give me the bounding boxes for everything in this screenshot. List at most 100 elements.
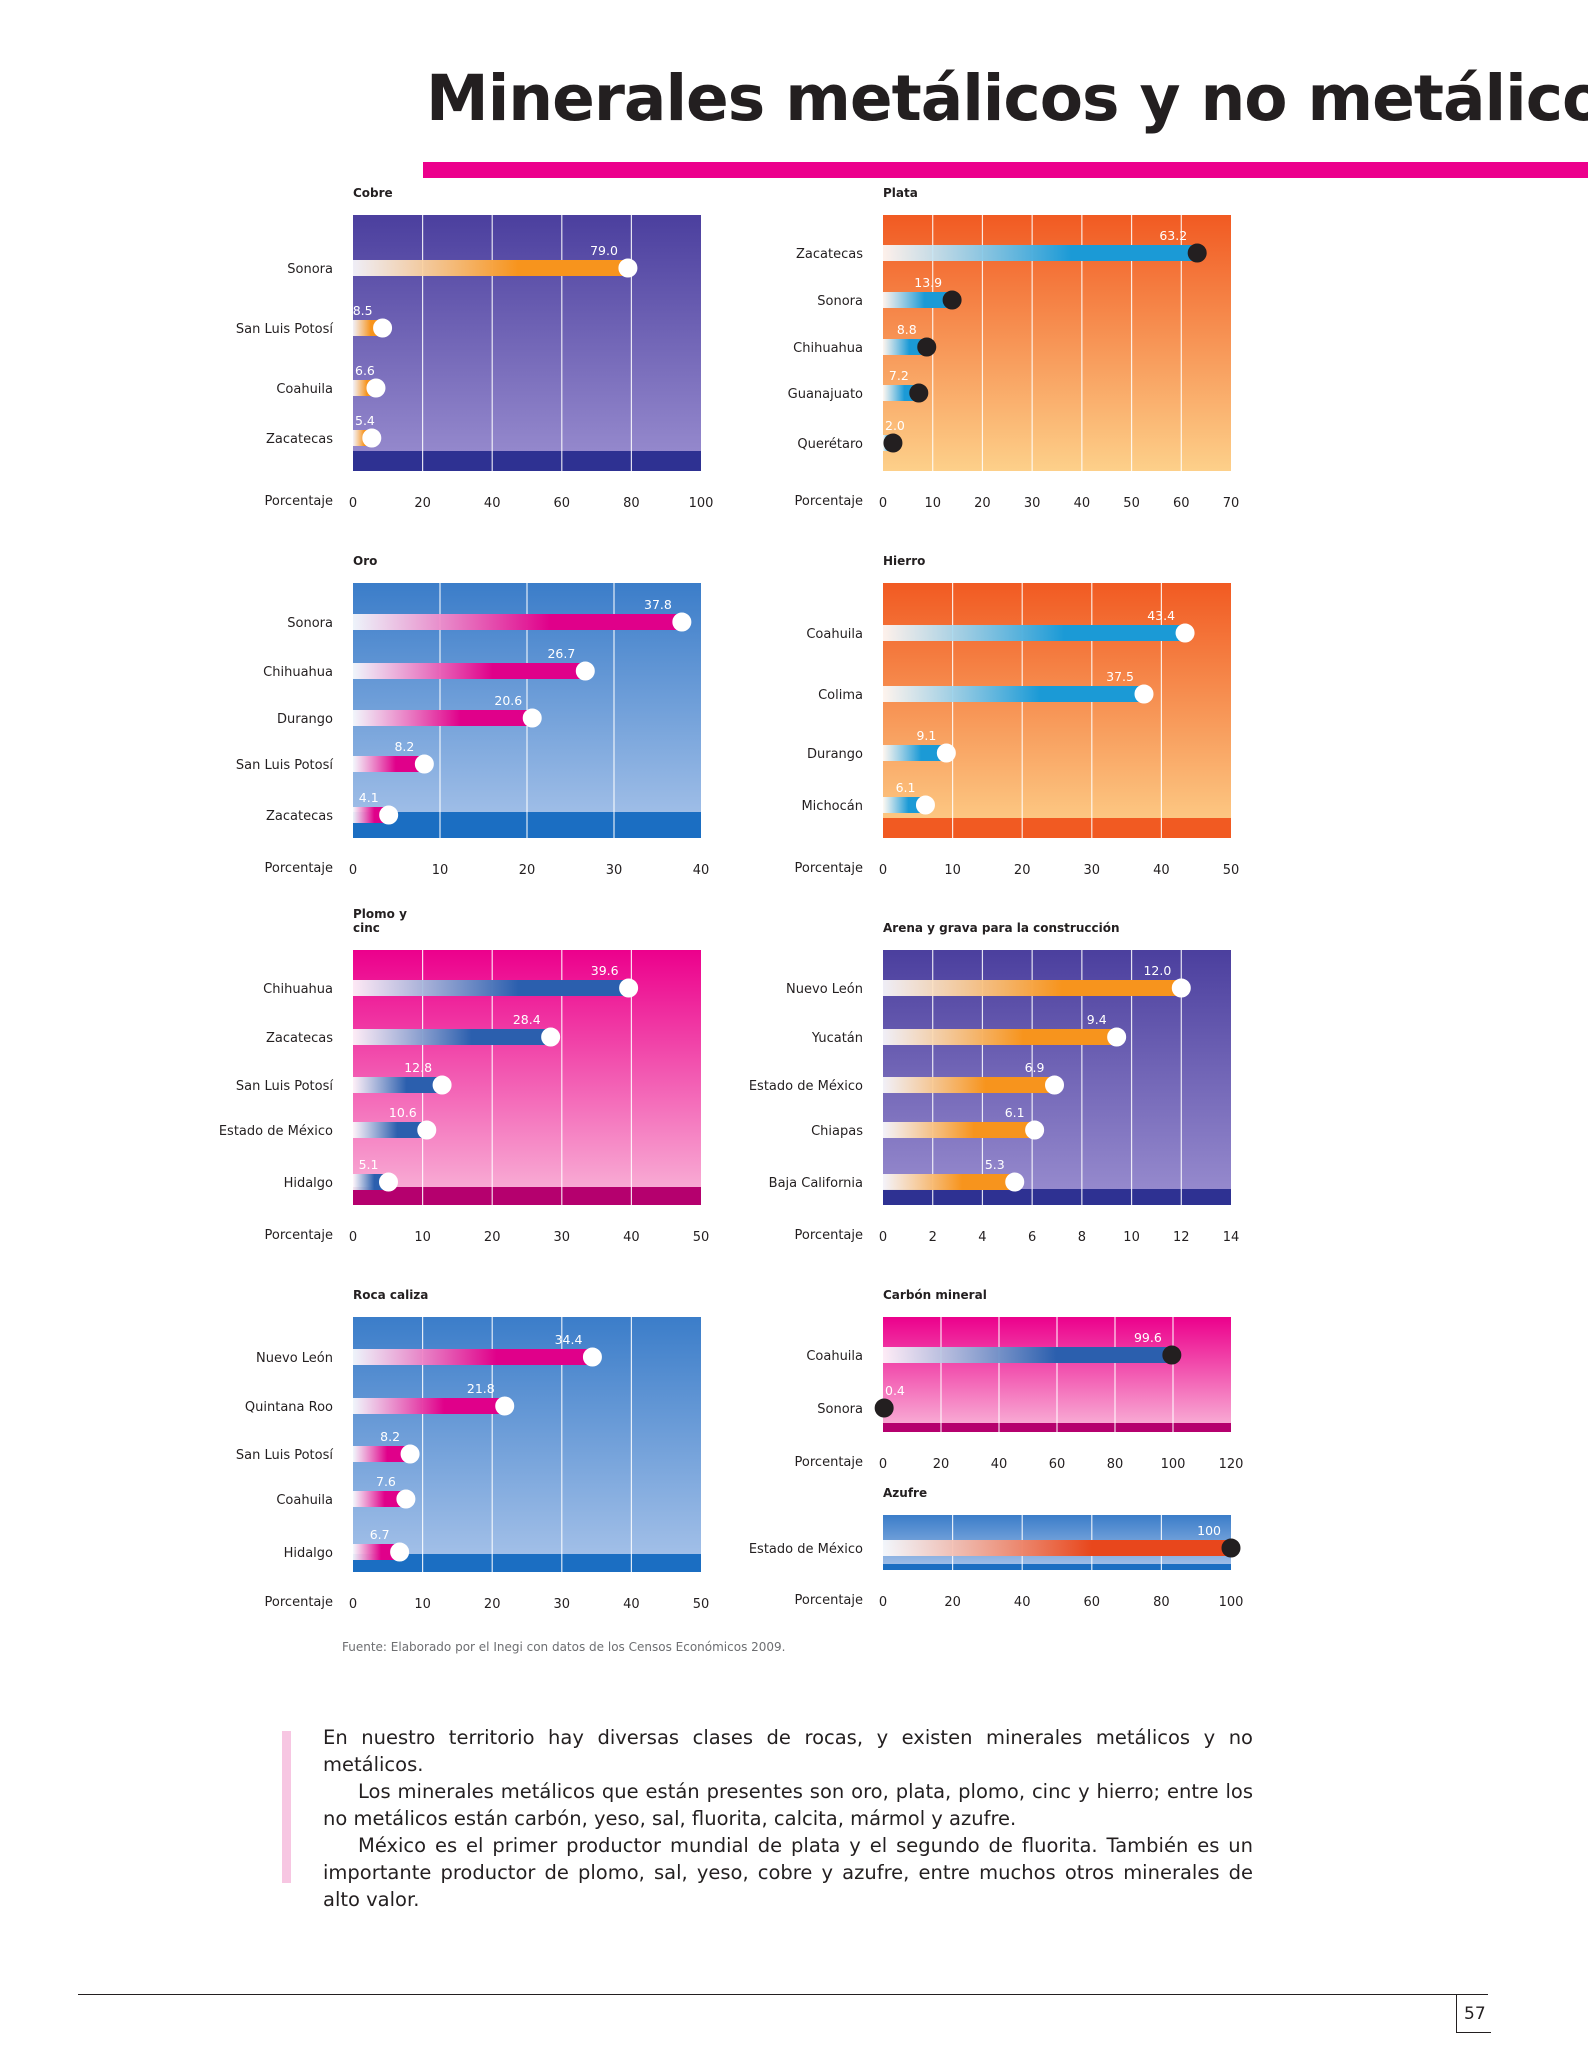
x-axis-label: Porcentaje — [265, 1228, 333, 1243]
category-label: Durango — [277, 712, 333, 727]
plot-floor — [883, 818, 1231, 838]
category-label: Zacatecas — [796, 247, 863, 262]
category-label: Coahuila — [276, 382, 333, 397]
value-label: 99.6 — [1134, 1330, 1162, 1345]
category-label: Chiapas — [811, 1124, 863, 1139]
value-label: 0.4 — [885, 1383, 905, 1398]
bar — [883, 797, 926, 813]
bar-end-marker — [942, 290, 962, 310]
chart-oro: Oro 0 10 20 30 40 Porcentaje Sonora 37.8 Chihuahu… — [200, 547, 760, 887]
chart-title: Hierro — [883, 554, 925, 568]
x-axis-label: Porcentaje — [795, 1593, 863, 1608]
tick-label: 0 — [879, 863, 887, 878]
bar-end-marker — [522, 708, 542, 728]
bar-end-marker — [672, 612, 692, 632]
category-label: Durango — [807, 747, 863, 762]
value-label: 79.0 — [590, 243, 618, 258]
bar-end-marker — [495, 1396, 515, 1416]
tick-label: 20 — [414, 496, 431, 511]
bar-end-marker — [915, 795, 935, 815]
category-label: Quintana Roo — [245, 1400, 333, 1415]
x-axis-label: Porcentaje — [265, 861, 333, 876]
bar-end-marker — [390, 1542, 410, 1562]
bar — [353, 1174, 389, 1190]
category-label: Chihuahua — [793, 341, 863, 356]
bar-end-marker — [378, 1172, 398, 1192]
tick-label: 120 — [1219, 1457, 1244, 1472]
category-label: Nuevo León — [786, 982, 863, 997]
value-label: 6.7 — [370, 1527, 390, 1542]
plot-floor — [353, 1187, 701, 1205]
chart-azufre: Azufre 0 20 40 60 80 100 Porcentaje Estado de Mé… — [730, 1486, 1290, 1637]
source-note: Fuente: Elaborado por el Inegi con datos… — [342, 1640, 786, 1654]
bar-end-marker — [575, 661, 595, 681]
value-label: 4.1 — [359, 790, 379, 805]
tick-label: 40 — [991, 1457, 1008, 1472]
tick-label: 60 — [1049, 1457, 1066, 1472]
tick-label: 20 — [484, 1597, 501, 1612]
bar — [353, 980, 629, 996]
tick-label: 100 — [689, 496, 714, 511]
chart-carbon-svg: Carbón mineral 0 20 40 60 80 100 120 Porcentaje C… — [795, 1288, 1244, 1472]
value-label: 10.6 — [389, 1105, 417, 1120]
tick-label: 0 — [879, 1230, 887, 1245]
tick-label: 0 — [349, 1597, 357, 1612]
paragraph-3: México es el primer productor mundial de… — [323, 1834, 1253, 1911]
value-label: 8.5 — [353, 303, 373, 318]
bar — [883, 1029, 1117, 1045]
bar — [883, 1174, 1015, 1190]
value-label: 7.6 — [376, 1474, 396, 1489]
value-label: 6.6 — [355, 363, 375, 378]
tick-label: 40 — [623, 1230, 640, 1245]
chart-roca-svg: Roca caliza 0 10 20 30 40 50 Porcentaje Nuevo Le… — [236, 1288, 709, 1612]
bar-end-marker — [1171, 978, 1191, 998]
bar — [883, 1122, 1035, 1138]
tick-label: 20 — [519, 863, 536, 878]
tick-label: 30 — [554, 1597, 571, 1612]
category-label: Chihuahua — [263, 665, 333, 680]
bar — [353, 1544, 400, 1560]
tick-label: 60 — [1173, 496, 1190, 511]
chart-oro-svg: Oro 0 10 20 30 40 Porcentaje Sonora 37.8 Chihuahu… — [236, 554, 710, 878]
chart-title: Oro — [353, 554, 377, 568]
footer-rule — [78, 1994, 1488, 1995]
value-label: 43.4 — [1147, 608, 1175, 623]
chart-arena-svg: Arena y grava para la construcción 0 2 4 6 8 1… — [749, 921, 1239, 1245]
tick-label: 60 — [1084, 1595, 1101, 1610]
plot-floor — [883, 1189, 1231, 1205]
plot-floor — [353, 451, 701, 471]
bar — [353, 710, 533, 726]
tick-label: 20 — [933, 1457, 950, 1472]
bar-end-marker — [379, 805, 399, 825]
tick-label: 40 — [1014, 1595, 1031, 1610]
bar — [353, 807, 389, 823]
value-label: 6.1 — [1005, 1105, 1025, 1120]
bar-end-marker — [414, 754, 434, 774]
category-label: Colima — [818, 688, 863, 703]
bar-end-marker — [618, 258, 638, 278]
tick-label: 2 — [929, 1230, 937, 1245]
chart-title: Roca caliza — [353, 1288, 428, 1302]
tick-label: 50 — [1223, 863, 1240, 878]
bar-end-marker — [1221, 1538, 1241, 1558]
tick-label: 6 — [1028, 1230, 1036, 1245]
bar-end-marker — [582, 1347, 602, 1367]
bar-end-marker — [400, 1444, 420, 1464]
value-label: 8.2 — [394, 739, 414, 754]
bar-end-marker — [917, 337, 937, 357]
x-axis-label: Porcentaje — [795, 861, 863, 876]
tick-label: 20 — [484, 1230, 501, 1245]
plot-background — [883, 583, 1231, 838]
tick-label: 0 — [349, 863, 357, 878]
chart-azufre-svg: Azufre 0 20 40 60 80 100 Porcentaje Estado de Mé… — [749, 1486, 1244, 1610]
chart-plata: Plata 0 10 20 30 40 50 60 70 Porcentaje Zacatecas 6… — [730, 180, 1290, 520]
bar — [883, 745, 947, 761]
plot-floor — [353, 1554, 701, 1572]
category-label: San Luis Potosí — [236, 322, 334, 337]
category-label: Zacatecas — [266, 1031, 333, 1046]
tick-label: 30 — [1024, 496, 1041, 511]
value-label: 37.5 — [1106, 669, 1134, 684]
tick-label: 40 — [693, 863, 710, 878]
tick-label: 10 — [414, 1230, 431, 1245]
bar — [353, 1446, 411, 1462]
